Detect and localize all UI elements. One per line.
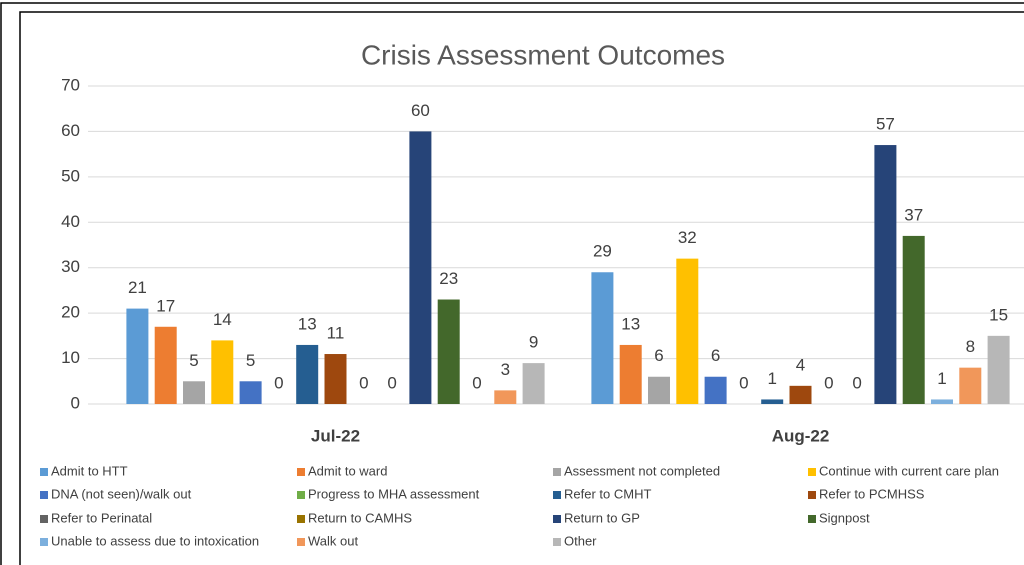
data-label: 1 bbox=[767, 369, 776, 388]
bar bbox=[154, 326, 177, 404]
legend-swatch bbox=[808, 491, 816, 499]
chart-title: Crisis Assessment Outcomes bbox=[361, 39, 725, 70]
bar bbox=[676, 258, 699, 404]
legend-label: Refer to Perinatal bbox=[51, 510, 152, 525]
bar bbox=[789, 385, 812, 404]
bar bbox=[591, 272, 614, 404]
data-label: 0 bbox=[387, 373, 396, 392]
data-label: 13 bbox=[298, 314, 317, 333]
x-tick-label: Jul-22 bbox=[311, 426, 360, 445]
legend-label: Walk out bbox=[308, 533, 358, 548]
data-label: 11 bbox=[327, 324, 345, 343]
legend-label: DNA (not seen)/walk out bbox=[51, 486, 192, 501]
legend-swatch bbox=[553, 538, 561, 546]
data-label: 57 bbox=[876, 115, 895, 134]
data-label: 5 bbox=[246, 351, 255, 370]
bar bbox=[704, 376, 727, 404]
data-label: 37 bbox=[904, 205, 923, 224]
data-label: 6 bbox=[654, 346, 663, 365]
data-label: 0 bbox=[472, 373, 481, 392]
bar bbox=[494, 390, 517, 404]
data-label: 0 bbox=[739, 373, 748, 392]
legend-swatch bbox=[297, 491, 305, 499]
data-label: 0 bbox=[852, 373, 861, 392]
legend-swatch bbox=[297, 468, 305, 476]
legend-label: Refer to PCMHSS bbox=[819, 486, 925, 501]
bar bbox=[126, 308, 149, 404]
data-label: 0 bbox=[824, 373, 833, 392]
y-tick-label: 40 bbox=[61, 212, 80, 231]
legend-label: Assessment not completed bbox=[564, 463, 720, 478]
data-label: 0 bbox=[359, 373, 368, 392]
legend-swatch bbox=[40, 538, 48, 546]
data-label: 21 bbox=[128, 278, 147, 297]
data-label: 0 bbox=[274, 373, 283, 392]
y-tick-label: 60 bbox=[61, 121, 80, 140]
bar bbox=[296, 344, 319, 404]
data-label: 32 bbox=[678, 228, 697, 247]
bar bbox=[902, 235, 925, 404]
legend-label: Signpost bbox=[819, 510, 870, 525]
data-label: 3 bbox=[501, 360, 510, 379]
legend-swatch bbox=[40, 468, 48, 476]
data-label: 5 bbox=[189, 351, 198, 370]
data-label: 9 bbox=[529, 333, 538, 352]
data-label: 60 bbox=[411, 101, 430, 120]
bar bbox=[239, 381, 262, 404]
y-tick-label: 0 bbox=[71, 393, 80, 412]
legend-label: Other bbox=[564, 533, 597, 548]
data-label: 1 bbox=[937, 369, 946, 388]
y-tick-label: 10 bbox=[61, 348, 80, 367]
bar bbox=[874, 145, 897, 405]
bar bbox=[619, 344, 642, 404]
data-label: 29 bbox=[593, 242, 612, 261]
bar bbox=[987, 335, 1010, 404]
bar bbox=[522, 363, 545, 404]
legend-label: Return to CAMHS bbox=[308, 510, 412, 525]
data-label: 6 bbox=[711, 346, 720, 365]
legend-swatch bbox=[297, 538, 305, 546]
bar bbox=[959, 367, 982, 404]
legend-swatch bbox=[553, 515, 561, 523]
y-tick-label: 70 bbox=[61, 75, 80, 94]
legend-label: Refer to CMHT bbox=[564, 486, 651, 501]
bar bbox=[761, 399, 784, 404]
bar bbox=[648, 376, 670, 404]
data-label: 15 bbox=[989, 305, 1008, 324]
bar bbox=[183, 381, 205, 404]
bar bbox=[324, 354, 347, 404]
y-tick-label: 20 bbox=[61, 303, 80, 322]
legend-swatch bbox=[808, 515, 816, 523]
y-tick-label: 30 bbox=[61, 257, 80, 276]
chart-frame bbox=[19, 11, 1024, 565]
bar bbox=[409, 131, 432, 404]
legend-swatch bbox=[40, 491, 48, 499]
bar bbox=[437, 299, 460, 404]
data-label: 8 bbox=[966, 337, 975, 356]
legend-label: Admit to ward bbox=[308, 463, 387, 478]
bar bbox=[211, 340, 234, 404]
data-label: 17 bbox=[156, 296, 175, 315]
legend-label: Return to GP bbox=[564, 510, 640, 525]
data-label: 23 bbox=[439, 269, 458, 288]
data-label: 13 bbox=[621, 314, 640, 333]
legend-swatch bbox=[553, 468, 561, 476]
x-tick-label: Aug-22 bbox=[772, 426, 830, 445]
data-label: 4 bbox=[796, 355, 805, 374]
bar bbox=[931, 399, 953, 404]
y-tick-label: 50 bbox=[61, 166, 80, 185]
legend-swatch bbox=[297, 515, 305, 523]
data-label: 14 bbox=[213, 310, 232, 329]
legend-label: Admit to HTT bbox=[51, 463, 128, 478]
legend-swatch bbox=[553, 491, 561, 499]
legend-label: Progress to MHA assessment bbox=[308, 486, 480, 501]
legend-label: Continue with current care plan bbox=[819, 463, 999, 478]
legend-swatch bbox=[40, 515, 48, 523]
legend-swatch bbox=[808, 468, 816, 476]
legend-label: Unable to assess due to intoxication bbox=[51, 533, 259, 548]
